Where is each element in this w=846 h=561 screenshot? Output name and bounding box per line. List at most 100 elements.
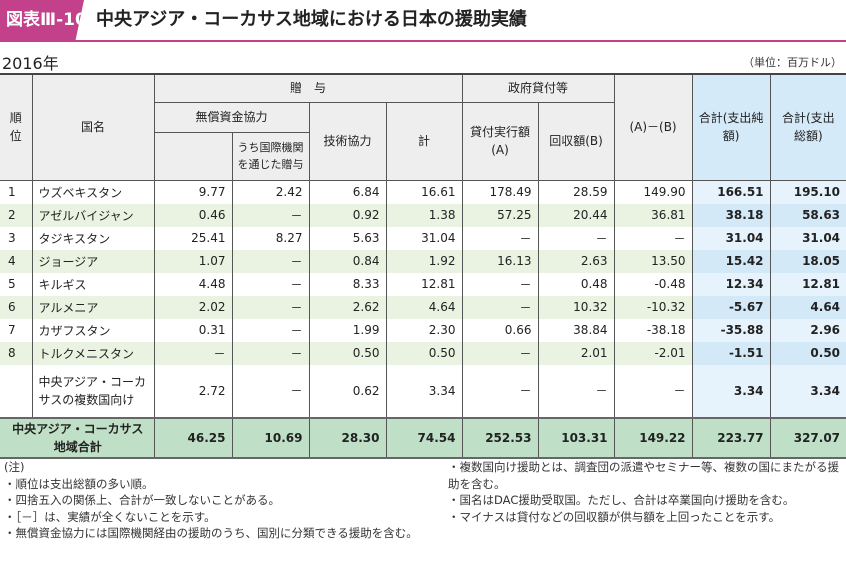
recovered-cell: 38.84 xyxy=(537,318,615,342)
country-cell: カザフスタン xyxy=(31,318,154,342)
note: ・四捨五入の関係上、合計が一致しないことがある。 xyxy=(4,493,280,507)
subtotal-cell: 0.50 xyxy=(385,341,463,365)
via-intl-cell: － xyxy=(231,295,309,319)
rank-cell: 7 xyxy=(8,323,16,337)
gross-total-cell: 195.10 xyxy=(769,180,846,204)
diff-cell: － xyxy=(613,226,693,250)
via-intl-cell: － xyxy=(231,318,309,342)
grant-aid-cell: － xyxy=(153,341,232,365)
subtotal-cell: 3.34 xyxy=(385,364,463,418)
header-net-total: 合計(支出純額) xyxy=(691,73,771,181)
table-row: 5 キルギス 4.48 － 8.33 12.81 － 0.48 -0.48 12.34 12.81 xyxy=(0,272,846,296)
tech-cell: 8.33 xyxy=(308,272,386,296)
total-row: 中央アジア・コーカサス地域合計 46.25 10.69 28.30 74.54 252.5… xyxy=(0,416,846,459)
net-total-cell: 38.18 xyxy=(691,203,771,227)
net-total-cell: 31.04 xyxy=(691,226,771,250)
via-intl-cell: － xyxy=(231,272,309,296)
country-cell: トルクメニスタン xyxy=(31,341,154,365)
notes-left: (注) ・順位は支出総額の多い順。 ・四捨五入の関係上、合計が一致しないことがあ… xyxy=(4,459,424,542)
grant-aid-cell: 0.31 xyxy=(153,318,232,342)
note: ・マイナスは貸付などの回収額が供与額を上回ったことを示す。 xyxy=(448,509,781,524)
net-total-cell: 12.34 xyxy=(691,272,771,296)
note: ・順位は支出総額の多い順。 xyxy=(4,476,154,491)
tech-cell: 5.63 xyxy=(308,226,386,250)
aid-table: 順位 国名 贈 与 政府貸付等 (A)－(B) 合計(支出純額) 合計(支出総額… xyxy=(0,73,846,459)
disbursed-cell: 178.49 xyxy=(461,180,539,204)
rank-cell: 8 xyxy=(0,341,32,365)
diff-cell: -38.18 xyxy=(613,318,693,342)
country-cell: タジキスタン xyxy=(31,226,154,250)
grant-aid-cell: 2.72 xyxy=(153,364,232,418)
tech-cell: 0.84 xyxy=(308,249,386,273)
gross-total-cell: 0.50 xyxy=(769,341,846,365)
grant-aid-cell: 4.48 xyxy=(153,272,232,296)
table-row: 3 タジキスタン 25.41 8.27 5.63 31.04 －－－ 31.04 31.04 xyxy=(0,226,846,250)
diff-cell: 36.81 xyxy=(613,203,693,227)
table-row: 8 トルクメニスタン－－ 0.50 0.50 － 2.01 -2.01 -1.51 0.50 xyxy=(0,341,846,365)
header-disbursed: 貸付実行額(A) xyxy=(461,101,539,181)
header-subtotal: 計 xyxy=(385,101,463,181)
table-row: 1 ウズベキスタン 9.77 2.42 6.84 16.61 178.49 28.59 149.… xyxy=(0,180,846,204)
net-total-cell: -35.88 xyxy=(691,318,771,342)
diff-cell: 149.90 xyxy=(613,180,693,204)
disbursed-cell: 16.13 xyxy=(461,249,539,273)
tech-cell: 0.50 xyxy=(308,341,386,365)
gross-total-cell: 12.81 xyxy=(769,272,846,296)
subtotal-cell: 1.38 xyxy=(385,203,463,227)
grant-aid-total-cell: 46.25 xyxy=(153,416,232,459)
rank-cell: 3 xyxy=(8,231,16,245)
header-tech: 技術協力 xyxy=(308,101,387,181)
subtotal-cell: 4.64 xyxy=(385,295,463,319)
header-diff: (A)－(B) xyxy=(613,73,693,181)
country-cell: アルメニア xyxy=(31,295,154,319)
subtotal-cell: 31.04 xyxy=(385,226,463,250)
rank-cell: 6 xyxy=(0,295,32,319)
recovered-cell: 2.01 xyxy=(537,341,615,365)
table-row: 2 アゼルバイジャン 0.46 － 0.92 1.38 57.25 20.44 36.81 38.… xyxy=(0,203,846,227)
via-intl-cell: － xyxy=(231,203,309,227)
disbursed-cell: － xyxy=(461,272,539,296)
grant-aid-cell: 25.41 xyxy=(153,226,232,250)
table-row: 4 ジョージア 1.07 － 0.84 1.92 16.13 2.63 13.50 15.42 18… xyxy=(0,249,846,273)
note: ・複数国向け援助とは、調査団の派遣やセミナー等、複数の国にまたがる援助を含む。 xyxy=(448,460,839,491)
note: ・国名はDAC援助受取国。ただし、合計は卒業国向け援助を含む。 xyxy=(448,493,795,507)
country-cell: ジョージア xyxy=(31,249,154,273)
header-country: 国名 xyxy=(31,73,155,181)
gross-total-cell: 2.96 xyxy=(769,318,846,342)
total-label: 中央アジア・コーカサス地域合計 xyxy=(0,416,154,459)
table-row: 中央アジア・コーカサスの複数国向け 2.72 － 0.62 3.34 －－－ 3.34 3.3… xyxy=(0,364,846,418)
header-rank: 順位 xyxy=(0,73,33,181)
disbursed-total-cell: 252.53 xyxy=(461,416,539,459)
header-grant: 贈 与 xyxy=(153,73,463,103)
rank-cell: 4 xyxy=(0,249,32,273)
gross-total-cell: 3.34 xyxy=(769,364,846,418)
recovered-cell: 2.63 xyxy=(537,249,615,273)
net-total-cell: 3.34 xyxy=(691,364,771,418)
tech-cell: 2.62 xyxy=(308,295,386,319)
via-intl-cell: － xyxy=(231,341,309,365)
disbursed-cell: － xyxy=(461,295,539,319)
notes-heading: (注) xyxy=(4,460,25,474)
country-cell: ウズベキスタン xyxy=(31,180,154,204)
country-cell: アゼルバイジャン xyxy=(31,203,154,227)
rank-cell xyxy=(0,365,32,418)
notes-right: ・複数国向け援助とは、調査団の派遣やセミナー等、複数の国にまたがる援助を含む。 … xyxy=(448,459,843,525)
recovered-total-cell: 103.31 xyxy=(537,416,615,459)
via-intl-cell: － xyxy=(231,249,309,273)
net-total-total-cell: 223.77 xyxy=(691,416,771,459)
grant-aid-cell: 2.02 xyxy=(153,295,232,319)
gross-total-cell: 4.64 xyxy=(769,295,846,319)
subtotal-cell: 16.61 xyxy=(385,180,463,204)
diff-cell: -0.48 xyxy=(613,272,693,296)
unit-label: （単位：百万ドル） xyxy=(743,56,842,69)
gross-total-total-cell: 327.07 xyxy=(769,416,846,459)
year-label: 2016年 xyxy=(2,54,59,73)
table-row: 6 アルメニア 2.02 － 2.62 4.64 － 10.32 -10.32 -5.67 4.64 xyxy=(0,295,846,319)
via-intl-total-cell: 10.69 xyxy=(231,416,309,459)
diff-total-cell: 149.22 xyxy=(613,416,693,459)
rank-cell: 5 xyxy=(8,277,16,291)
disbursed-cell: 0.66 xyxy=(461,318,539,342)
grant-aid-cell: 1.07 xyxy=(153,249,232,273)
net-total-cell: 166.51 xyxy=(691,180,771,204)
via-intl-cell: － xyxy=(231,364,309,418)
